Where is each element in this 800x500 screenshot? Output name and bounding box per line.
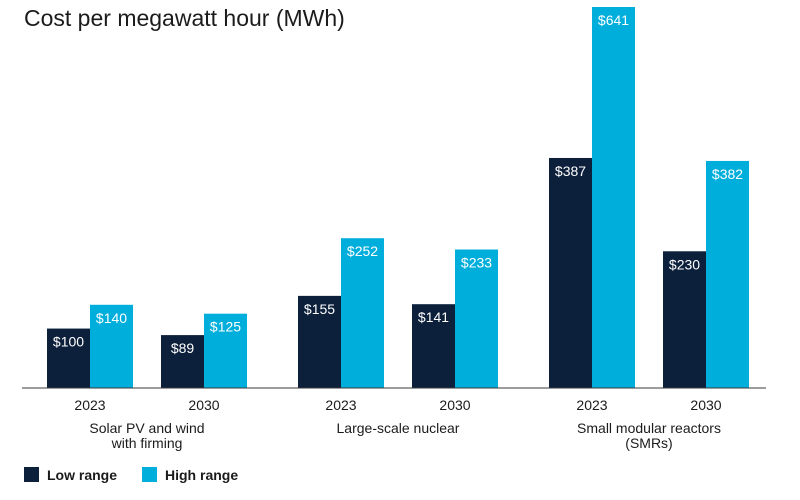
year-tick-label-g2-2023: 2023 xyxy=(576,397,607,413)
group-label-g2-line0: Small modular reactors xyxy=(577,420,721,436)
bar-low-g1-2030 xyxy=(412,304,455,388)
bar-high-g2-2030 xyxy=(706,160,749,388)
year-tick-label-g0-2030: 2030 xyxy=(188,397,219,413)
legend: Low range High range xyxy=(24,467,238,483)
bar-low-g0-2023 xyxy=(47,328,90,388)
bar-value-label-low-g2-2023: $387 xyxy=(555,163,586,179)
bar-value-label-low-g1-2023: $155 xyxy=(304,301,335,317)
legend-label-high: High range xyxy=(165,467,238,483)
group-label-g2-line1: (SMRs) xyxy=(625,435,672,451)
bar-value-label-high-g0-2030: $125 xyxy=(210,319,241,335)
bar-low-g1-2023 xyxy=(298,295,341,388)
legend-swatch-high xyxy=(142,467,157,482)
bar-value-label-high-g2-2023: $641 xyxy=(598,12,629,28)
bar-high-g2-2023 xyxy=(592,7,635,388)
bar-value-label-low-g0-2030: $89 xyxy=(171,340,195,356)
tick-labels-layer: 2023 2030 2023 2030 2023 2030 xyxy=(74,397,721,413)
group-label-g0-line1: with firming xyxy=(111,435,183,451)
bar-value-label-low-g2-2030: $230 xyxy=(669,256,700,272)
bars-layer: $100 $140 $89 $125 $155 $252 $141 $233 $387 $641 $… xyxy=(47,7,749,388)
year-tick-label-g2-2030: 2030 xyxy=(690,397,721,413)
chart-title: Cost per megawatt hour (MWh) xyxy=(24,5,345,31)
bar-value-label-low-g0-2023: $100 xyxy=(53,334,84,350)
bar-value-label-high-g0-2023: $140 xyxy=(96,310,127,326)
bar-value-label-low-g1-2030: $141 xyxy=(418,309,449,325)
group-label-g0-line0: Solar PV and wind xyxy=(89,420,204,436)
bar-high-g1-2023 xyxy=(341,238,384,388)
bar-low-g2-2023 xyxy=(549,157,592,388)
year-tick-label-g1-2023: 2023 xyxy=(325,397,356,413)
bar-value-label-high-g2-2030: $382 xyxy=(712,166,743,182)
year-tick-label-g0-2023: 2023 xyxy=(74,397,105,413)
bar-high-g1-2030 xyxy=(455,249,498,388)
year-tick-label-g1-2030: 2030 xyxy=(439,397,470,413)
bar-value-label-high-g1-2030: $233 xyxy=(461,255,492,271)
group-label-g1-line0: Large-scale nuclear xyxy=(337,420,460,436)
bar-high-g0-2030 xyxy=(204,313,247,388)
bar-value-label-high-g1-2023: $252 xyxy=(347,243,378,259)
legend-swatch-low xyxy=(24,467,39,482)
legend-label-low: Low range xyxy=(47,467,117,483)
bar-low-g2-2030 xyxy=(663,251,706,388)
bar-low-g0-2030 xyxy=(161,335,204,388)
bar-high-g0-2023 xyxy=(90,304,133,388)
